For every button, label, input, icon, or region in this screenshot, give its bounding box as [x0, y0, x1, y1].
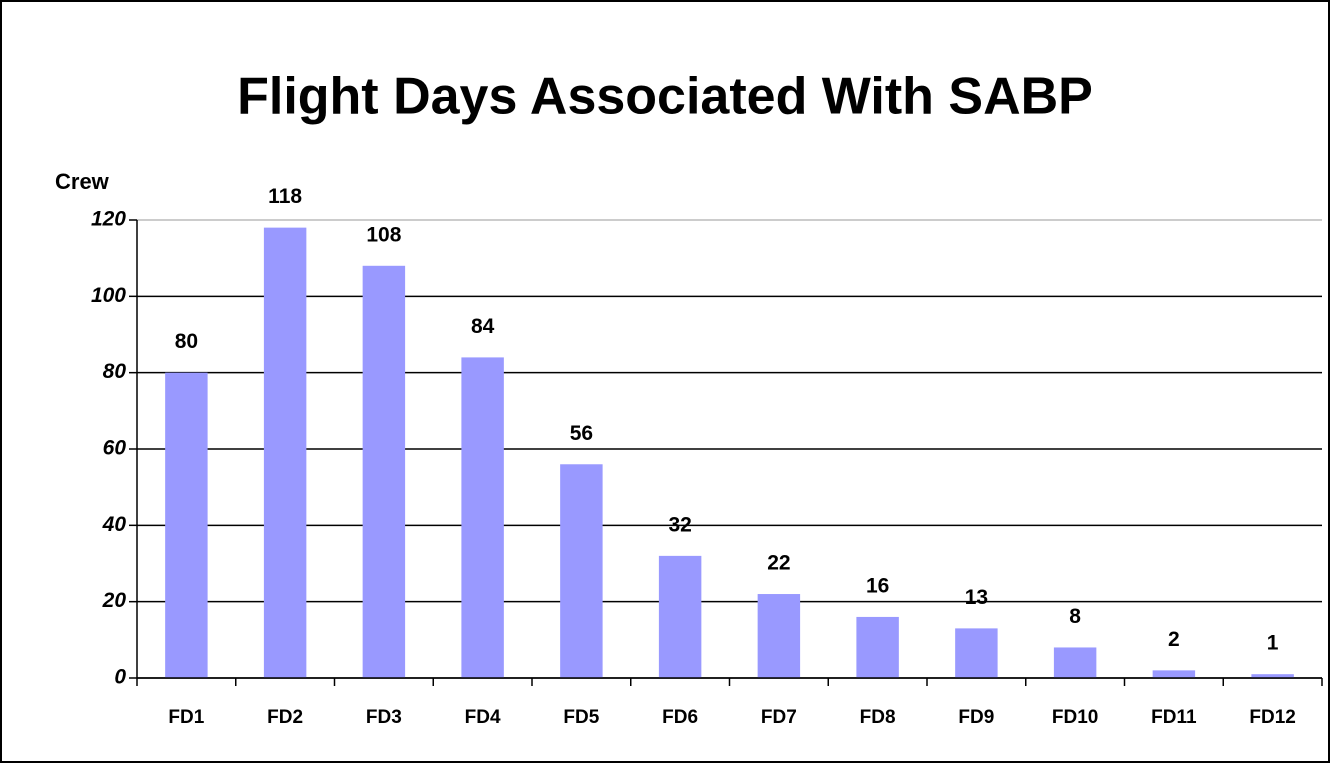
y-tick-label: 0 — [114, 666, 126, 689]
bar — [1053, 647, 1097, 678]
bar — [955, 628, 998, 678]
data-label: 56 — [570, 422, 593, 445]
bar — [362, 265, 406, 678]
y-axis-label: Crew — [55, 169, 110, 194]
data-label: 118 — [268, 185, 302, 208]
x-tick-label: FD6 — [662, 707, 698, 728]
bar — [165, 372, 208, 678]
y-tick-label: 100 — [91, 284, 126, 307]
chart-title: Flight Days Associated With SABP — [237, 68, 1093, 126]
x-tick-label: FD10 — [1052, 707, 1098, 728]
x-tick-label: FD12 — [1249, 707, 1295, 728]
x-tick-label: FD3 — [366, 707, 402, 728]
x-tick-label: FD1 — [168, 707, 204, 728]
data-label: 16 — [866, 574, 889, 597]
x-tick-label: FD4 — [465, 707, 501, 728]
bar — [461, 357, 504, 678]
bar — [757, 594, 801, 678]
x-tick-label: FD5 — [563, 707, 599, 728]
x-tick-label: FD11 — [1151, 707, 1197, 728]
bar — [560, 464, 603, 678]
data-label: 80 — [175, 330, 198, 353]
data-label: 32 — [668, 513, 691, 536]
data-label: 1 — [1267, 632, 1279, 655]
x-tick-label: FD7 — [761, 707, 797, 728]
y-tick-label: 40 — [102, 513, 127, 536]
y-tick-label: 120 — [91, 208, 126, 231]
bar — [263, 227, 307, 678]
bar — [1251, 674, 1294, 678]
x-tick-label: FD8 — [860, 707, 896, 728]
bar — [856, 616, 899, 678]
data-label: 22 — [767, 552, 790, 575]
y-tick-label: 60 — [103, 437, 127, 460]
bar — [658, 555, 702, 678]
x-tick-label: FD9 — [958, 707, 994, 728]
data-label: 13 — [965, 586, 988, 609]
data-label: 108 — [366, 223, 401, 246]
y-tick-label: 20 — [102, 589, 127, 612]
data-label: 2 — [1168, 628, 1180, 651]
bar — [1152, 670, 1196, 678]
x-tick-label: FD2 — [267, 707, 303, 728]
data-label: 8 — [1069, 605, 1081, 628]
data-label: 84 — [471, 315, 495, 338]
y-tick-label: 80 — [103, 360, 127, 383]
